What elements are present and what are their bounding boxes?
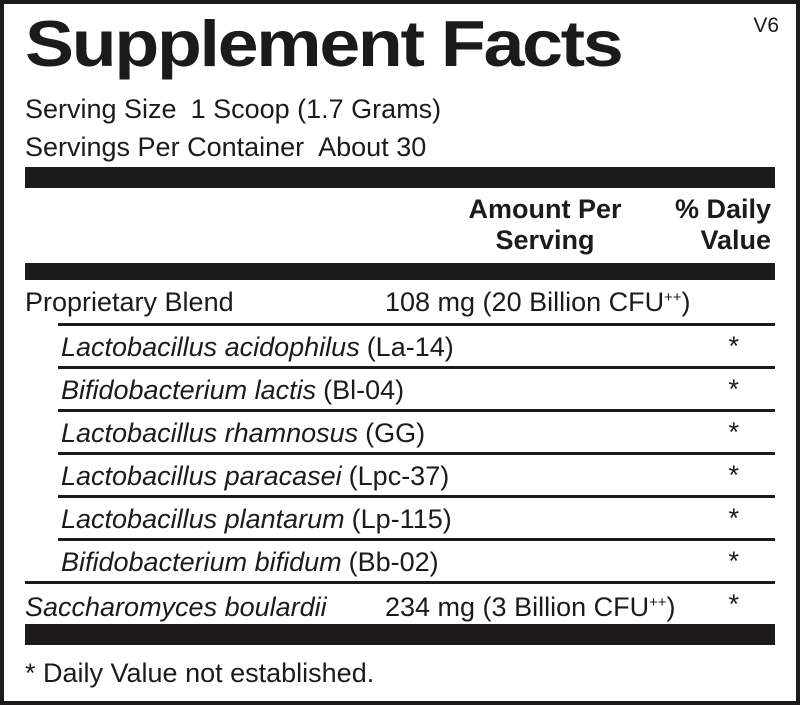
- ingredient-species: Lactobacillus plantarum: [61, 504, 345, 534]
- ingredient-strain: (Bb-02): [348, 547, 439, 577]
- table-row: Lactobacillus rhamnosus (GG) *: [58, 409, 775, 452]
- ingredient-strain: (La-14): [366, 332, 454, 362]
- proprietary-blend-row: Proprietary Blend 108 mg (20 Billion CFU…: [25, 280, 775, 323]
- daily-value-footnote: * Daily Value not established.: [25, 658, 375, 688]
- table-row: Lactobacillus paracasei (Lpc-37) *: [58, 452, 775, 495]
- divider-bar-bottom: [25, 624, 775, 645]
- servings-per-container-value: About 30: [318, 132, 427, 162]
- amount-close-paren: ): [666, 592, 676, 622]
- ingredient-species: Bifidobacterium bifidum: [61, 547, 342, 577]
- divider-bar-header: [25, 263, 775, 280]
- table-row: Lactobacillus plantarum (Lp-115) *: [58, 495, 775, 538]
- column-header-spacer: [25, 194, 465, 258]
- ingredient-species: Lactobacillus paracasei: [61, 461, 342, 491]
- ingredient-species: Saccharomyces boulardii: [25, 592, 327, 622]
- table-row: Lactobacillus acidophilus (La-14) *: [58, 323, 775, 366]
- daily-value-asterisk: *: [728, 546, 739, 576]
- amount-superscript: ++: [664, 290, 682, 306]
- ingredient-strain: (Bl-04): [323, 375, 405, 405]
- daily-value-asterisk: *: [728, 331, 739, 361]
- ingredient-species: Lactobacillus rhamnosus: [61, 418, 359, 448]
- daily-value-asterisk: *: [728, 374, 739, 404]
- daily-value-asterisk: *: [728, 460, 739, 490]
- ingredient-strain: (Lp-115): [351, 504, 452, 534]
- ingredient-strain: (Lpc-37): [348, 461, 450, 491]
- serving-size-line: Serving Size 1 Scoop (1.7 Grams): [25, 90, 775, 128]
- amount-text: 108 mg (20 Billion CFU: [385, 287, 665, 317]
- ingredient-name: Proprietary Blend: [25, 287, 234, 317]
- table-row: Bifidobacterium bifidum (Bb-02) *: [58, 538, 775, 581]
- amount-text: 234 mg (3 Billion CFU: [385, 592, 650, 622]
- title-block: Supplement Facts V6: [25, 4, 779, 90]
- blend-ingredient-list: Lactobacillus acidophilus (La-14) * Bifid…: [58, 323, 775, 581]
- dv-header-line2: Value: [700, 225, 771, 255]
- column-headers: Amount Per Serving % Daily Value: [25, 188, 775, 258]
- saccharomyces-row: Saccharomyces boulardii 234 mg (3 Billio…: [25, 581, 775, 624]
- ingredient-amount: 234 mg (3 Billion CFU++): [385, 592, 675, 623]
- daily-value-asterisk: *: [728, 417, 739, 447]
- amount-superscript: ++: [649, 595, 667, 611]
- version-tag: V6: [753, 14, 779, 37]
- amount-header-line1: Amount Per: [468, 194, 622, 224]
- daily-value-asterisk: *: [728, 503, 739, 533]
- serving-size-label: Serving Size: [25, 94, 177, 124]
- amount-close-paren: ): [681, 287, 691, 317]
- ingredient-species: Bifidobacterium lactis: [61, 375, 317, 405]
- table-row: Bifidobacterium lactis (Bl-04) *: [58, 366, 775, 409]
- servings-per-container-line: Servings Per Container About 30: [25, 128, 775, 166]
- amount-per-serving-header: Amount Per Serving: [465, 194, 625, 258]
- percent-daily-value-header: % Daily Value: [625, 194, 775, 258]
- ingredient-species: Lactobacillus acidophilus: [61, 332, 360, 362]
- dv-header-line1: % Daily: [674, 194, 771, 224]
- daily-value-asterisk: *: [728, 589, 739, 619]
- servings-per-container-label: Servings Per Container: [25, 132, 305, 162]
- divider-bar-top: [25, 167, 775, 188]
- ingredient-amount: 108 mg (20 Billion CFU++): [385, 287, 690, 318]
- page-title: Supplement Facts: [25, 7, 624, 80]
- amount-header-line2: Serving: [495, 225, 595, 255]
- serving-size-value: 1 Scoop (1.7 Grams): [190, 94, 442, 124]
- ingredient-strain: (GG): [365, 418, 426, 448]
